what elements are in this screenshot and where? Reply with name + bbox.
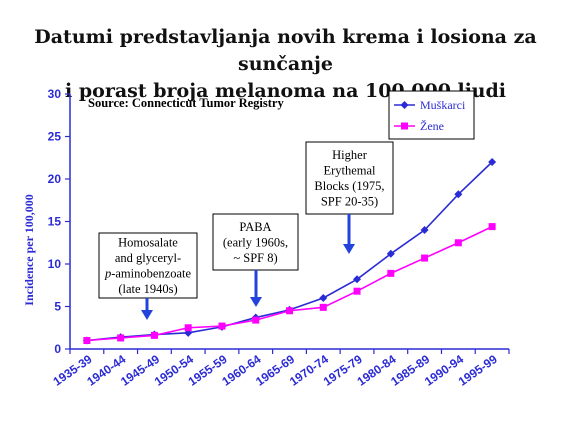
annotation-arrow-head	[141, 310, 153, 320]
data-point	[387, 269, 395, 277]
legend: Muškarci Žene	[388, 90, 475, 140]
data-point	[454, 190, 463, 199]
legend-label: Žene	[420, 119, 444, 133]
y-tick-label: 30	[48, 87, 62, 101]
y-tick-label: 5	[54, 300, 61, 314]
data-point	[488, 223, 496, 231]
annotation-box	[98, 232, 198, 299]
data-point	[319, 303, 327, 311]
annotation-arrow-head	[343, 244, 355, 254]
data-point	[252, 316, 260, 324]
data-point	[488, 158, 497, 166]
y-tick-label: 25	[48, 130, 62, 144]
legend-marker	[400, 101, 409, 109]
chart-title: Datumi predstavljanja novih krema i losi…	[0, 24, 571, 105]
data-point	[218, 322, 226, 330]
data-point	[353, 287, 361, 295]
data-point	[353, 275, 362, 284]
annotation-line: SPF 20-35)	[321, 195, 378, 209]
annotation-line: ~ SPF 8)	[233, 251, 277, 265]
legend-marker	[401, 122, 408, 130]
legend-box	[388, 90, 475, 140]
y-tick-label: 0	[54, 342, 61, 356]
source-note: Source: Connecticut Tumor Registry	[88, 96, 284, 110]
data-point	[150, 331, 158, 339]
series-2	[83, 223, 496, 344]
data-point	[420, 226, 429, 234]
annotation-line: PABA	[239, 220, 271, 234]
chart-title-line-1: Datumi predstavljanja novih krema i losi…	[34, 26, 537, 75]
data-point	[421, 254, 429, 262]
y-tick-label: 20	[48, 172, 62, 186]
annotation-line: Blocks (1975,	[314, 179, 384, 193]
legend-label: Muškarci	[420, 98, 466, 112]
data-point	[83, 337, 91, 344]
annotation-line: Higher	[332, 148, 368, 162]
annotation-arrow-head	[250, 297, 262, 307]
annotation-line: (late 1940s)	[118, 282, 177, 296]
annotation-box	[305, 141, 394, 215]
legend-item-1: Muškarci	[394, 98, 466, 112]
plot-area	[82, 158, 497, 345]
data-point	[319, 294, 328, 302]
data-point	[286, 307, 293, 315]
legend-item-2: Žene	[394, 119, 444, 133]
data-point	[386, 249, 395, 258]
y-axis-label: Incidence per 100,000	[22, 194, 36, 305]
y-tick-label: 15	[48, 215, 62, 229]
data-point	[184, 324, 192, 332]
annotation-line: p-aminobenzoate	[104, 267, 192, 281]
annotation-2: PABA(early 1960s, ~ SPF 8)	[212, 213, 299, 307]
annotation-line: (early 1960s,	[223, 235, 288, 249]
annotation-box	[212, 213, 299, 271]
x-tick-label: 1995-99	[456, 352, 500, 389]
data-point	[454, 239, 462, 247]
annotation-line: Homosalate	[118, 236, 178, 250]
data-point	[117, 334, 125, 342]
annotation-line: and glyceryl-	[115, 251, 181, 265]
annotation-line: Erythemal	[323, 164, 376, 178]
y-tick-label: 10	[48, 257, 62, 271]
